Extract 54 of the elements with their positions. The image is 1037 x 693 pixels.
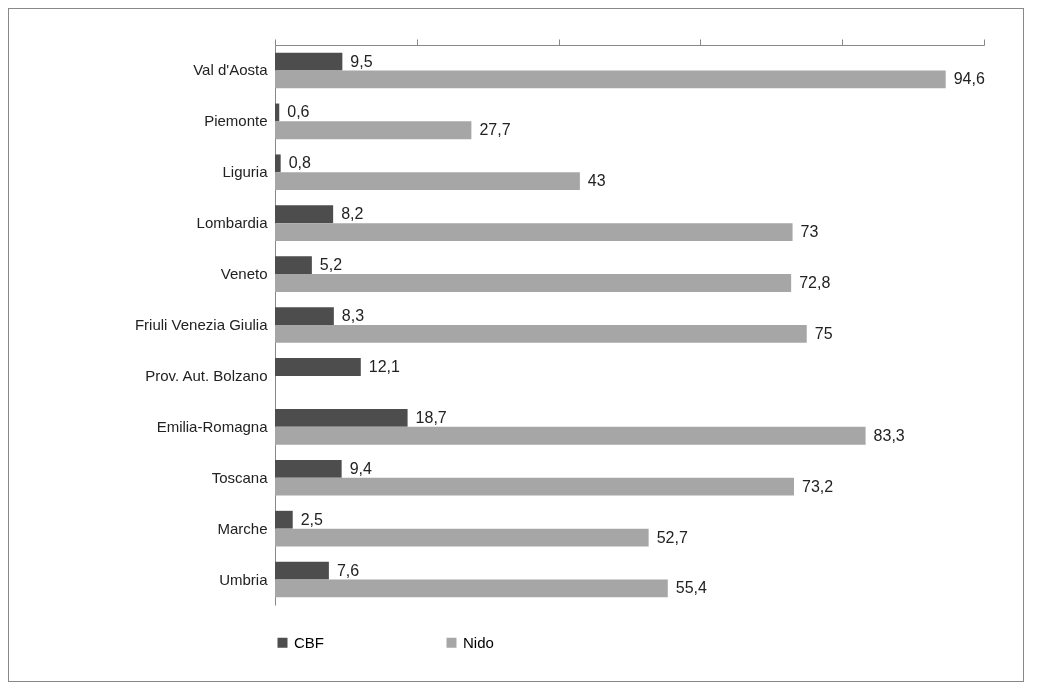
data-label: 12,1 — [368, 358, 401, 375]
y-tick-label: Marche — [217, 519, 268, 537]
bar — [275, 205, 334, 224]
data-label: 72,8 — [799, 274, 831, 291]
data-label: 9,5 — [350, 52, 373, 70]
bar — [275, 510, 293, 529]
bar — [275, 121, 472, 140]
data-label: 73,2 — [801, 477, 834, 495]
data-label: 52,7 — [656, 528, 688, 546]
y-tick-label: Veneto — [220, 265, 268, 283]
legend-label: CBF — [294, 633, 324, 651]
bar — [275, 307, 334, 325]
bar — [275, 459, 342, 478]
y-tick-label: Val d'Aosta — [193, 61, 269, 79]
data-label: 73 — [800, 223, 819, 241]
y-tick-label: Toscana — [211, 468, 269, 486]
data-label: 27,7 — [479, 121, 511, 139]
y-tick-label: Piemonte — [204, 112, 268, 130]
bar — [275, 528, 649, 547]
bar — [275, 172, 580, 191]
bar — [275, 70, 946, 89]
data-label: 94,6 — [953, 70, 985, 88]
bar — [275, 256, 312, 275]
bar — [275, 274, 792, 292]
data-label: 8,3 — [341, 307, 365, 325]
bar — [275, 358, 361, 376]
data-label: 7,6 — [336, 561, 360, 579]
y-tick-label: Emilia-Romagna — [156, 417, 269, 435]
bar — [275, 223, 793, 241]
bar — [275, 477, 794, 496]
data-label: 0,6 — [287, 103, 310, 121]
bar — [275, 52, 343, 71]
data-label: 9,4 — [349, 459, 372, 477]
bar — [275, 325, 807, 343]
y-tick-label: Lombardia — [196, 214, 269, 232]
data-label: 0,8 — [288, 154, 312, 172]
bar — [275, 426, 866, 445]
data-label: 18,7 — [415, 408, 447, 426]
data-label: 75 — [814, 324, 833, 342]
data-label: 5,2 — [319, 256, 343, 274]
bar — [275, 154, 281, 173]
legend-label: Nido — [463, 633, 494, 651]
y-tick-label: Umbria — [219, 570, 269, 588]
data-label: 8,2 — [341, 205, 364, 223]
y-tick-label: Friuli Venezia Giulia — [134, 316, 269, 333]
y-tick-label: Prov. Aut. Bolzano — [145, 366, 268, 384]
data-label: 83,3 — [873, 426, 905, 444]
bar — [275, 561, 329, 580]
data-label: 55,4 — [675, 579, 708, 597]
data-label: 2,5 — [300, 510, 324, 528]
bar — [275, 409, 408, 427]
data-label: 43 — [587, 172, 606, 190]
y-tick-label: Liguria — [222, 163, 269, 181]
bar — [275, 579, 668, 598]
